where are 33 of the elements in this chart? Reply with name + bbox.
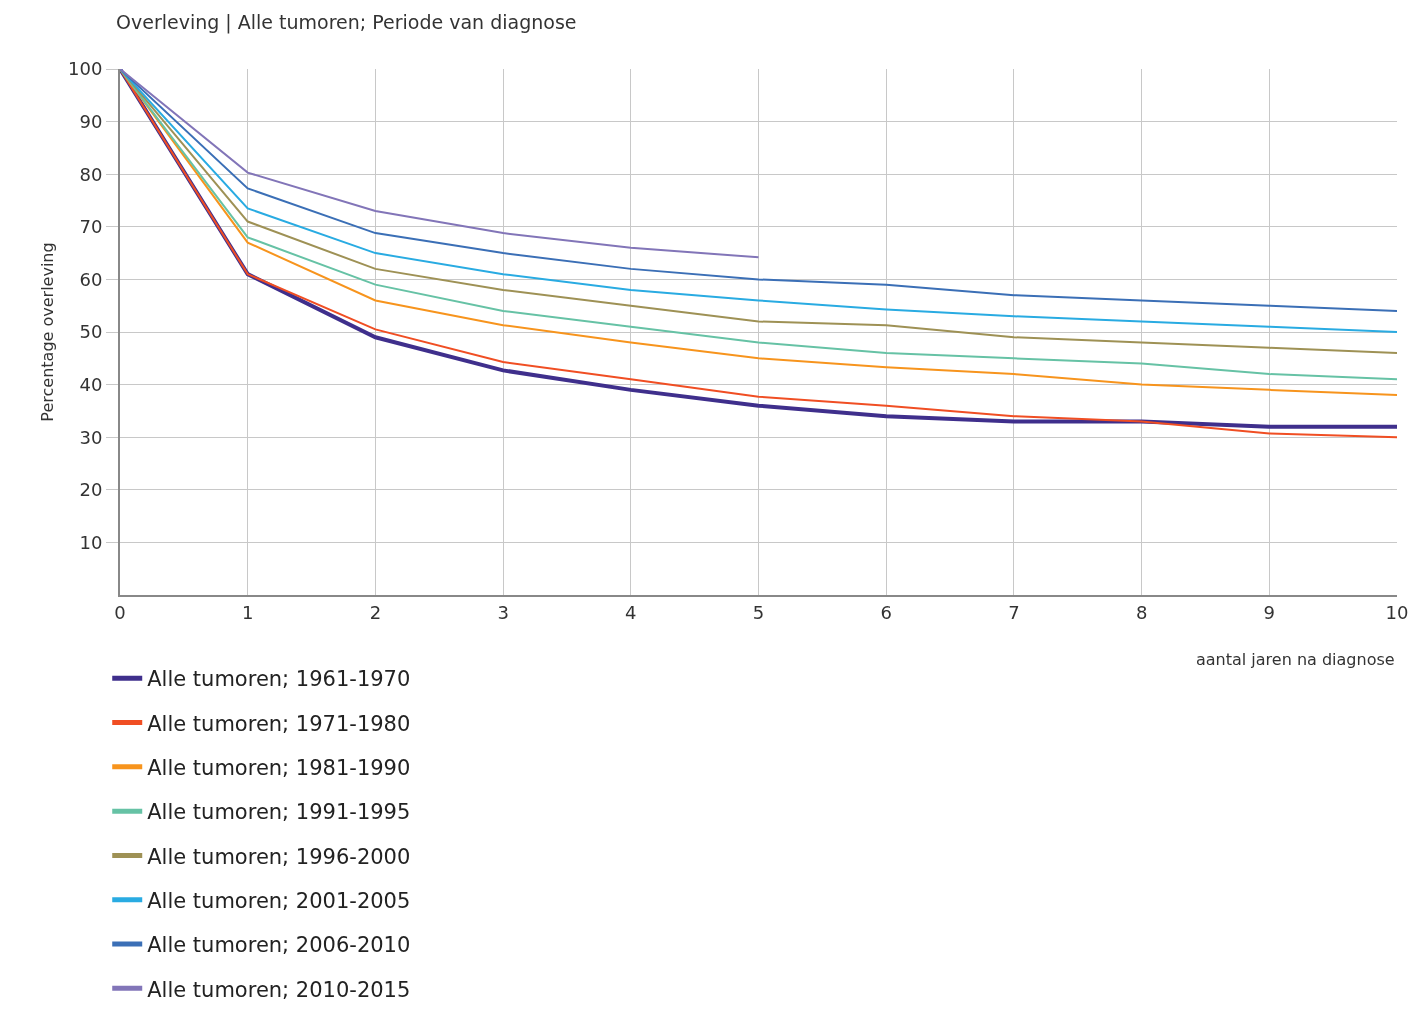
legend-label: Alle tumoren; 1991-1995 — [147, 800, 411, 825]
y-axis-title: Percentage overleving — [38, 242, 58, 422]
x-tick-label: 3 — [497, 601, 509, 623]
legend-label: Alle tumoren; 1996-2000 — [147, 844, 411, 869]
x-tick-label: 9 — [1263, 601, 1276, 623]
line-series — [120, 69, 760, 259]
x-tick-label: 4 — [625, 601, 637, 623]
y-tick-label: 10 — [79, 531, 103, 553]
y-tick-label: 100 — [68, 58, 103, 80]
legend-label: Alle tumoren; 1971-1980 — [147, 711, 411, 736]
x-axis-title: aantal jaren na diagnose — [1196, 650, 1395, 669]
legend-label: Alle tumoren; 1961-1970 — [147, 667, 411, 692]
chart-title: Overleving | Alle tumoren; Periode van diagnose — [116, 11, 577, 35]
x-tick-label: 8 — [1135, 601, 1148, 623]
y-tick-label: 40 — [79, 373, 103, 395]
x-tick-label: 2 — [369, 601, 382, 623]
x-tick-label: 0 — [114, 601, 126, 623]
x-tick-label: 5 — [752, 601, 765, 623]
legend-label: Alle tumoren; 2001-2005 — [147, 888, 411, 913]
y-tick-label: 70 — [79, 216, 103, 238]
legend-label: Alle tumoren; 2006-2010 — [147, 933, 411, 958]
y-tick-label: 20 — [79, 479, 103, 501]
y-tick-label: 80 — [79, 163, 103, 185]
y-tick-label: 30 — [79, 426, 103, 448]
legend-label: Alle tumoren; 1981-1990 — [147, 756, 411, 781]
x-tick-label: 6 — [880, 601, 892, 623]
x-tick-label: 1 — [241, 601, 254, 623]
y-tick-label: 50 — [79, 321, 103, 343]
x-tick-label: 10 — [1385, 601, 1409, 623]
legend-label: Alle tumoren; 2010-2015 — [147, 977, 411, 1002]
x-tick-label: 7 — [1008, 601, 1020, 623]
y-tick-label: 60 — [79, 268, 103, 290]
y-tick-label: 90 — [79, 110, 103, 132]
